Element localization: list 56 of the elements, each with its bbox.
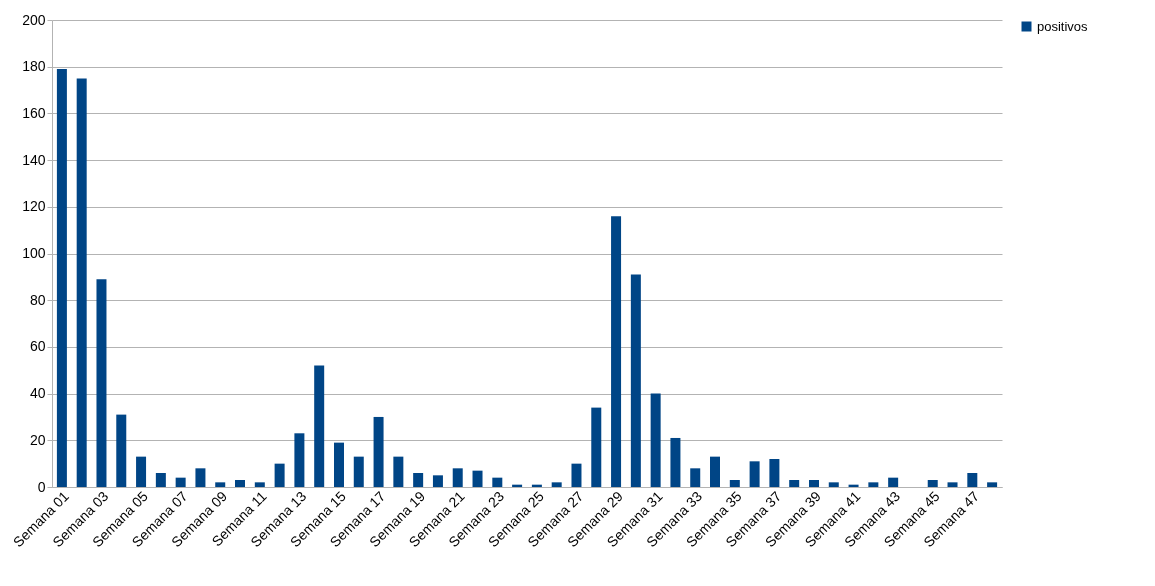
bar [314, 365, 325, 487]
bar [333, 442, 344, 487]
bar [235, 480, 246, 487]
bar [828, 482, 839, 487]
bar [729, 480, 740, 487]
bar [670, 437, 681, 487]
bar [571, 463, 582, 487]
bar [630, 274, 641, 487]
bar [136, 456, 147, 487]
bar [96, 279, 107, 487]
y-tick-label: 120 [22, 198, 46, 215]
bar [215, 482, 226, 487]
y-tick-label: 0 [37, 478, 46, 495]
legend-label: positivos [1037, 18, 1089, 34]
y-tick-label: 80 [29, 291, 46, 308]
bar [195, 468, 206, 487]
y-tick-label: 180 [22, 58, 46, 75]
bar [611, 216, 622, 487]
y-tick-label: 160 [22, 104, 46, 121]
bar [888, 477, 899, 487]
bar [492, 477, 503, 487]
bar [175, 477, 186, 487]
bar [650, 393, 661, 487]
bar [413, 472, 424, 487]
bar [690, 468, 701, 487]
bar [551, 482, 562, 487]
y-tick-label: 60 [29, 338, 46, 355]
bar [769, 458, 780, 487]
bar [116, 414, 127, 487]
y-tick-label: 20 [29, 431, 46, 448]
bar [393, 456, 404, 487]
bar [254, 482, 265, 487]
bar [274, 463, 285, 487]
bar [452, 468, 463, 487]
bar [76, 78, 87, 487]
bar [432, 475, 443, 487]
bar [710, 456, 721, 487]
bar [808, 480, 819, 487]
bar [472, 470, 483, 487]
y-tick-label: 100 [22, 245, 46, 261]
bar [927, 480, 938, 487]
bar [868, 482, 879, 487]
bar [591, 407, 602, 487]
bar [987, 482, 998, 487]
bar [789, 480, 800, 487]
y-tick-label: 200 [22, 11, 46, 28]
bar [294, 433, 305, 487]
bar [967, 472, 978, 487]
bar [155, 472, 166, 487]
y-tick-label: 40 [29, 385, 46, 402]
bar [373, 416, 384, 487]
bar [353, 456, 364, 487]
bar [56, 69, 67, 487]
bar [947, 482, 958, 487]
y-tick-label: 140 [22, 151, 46, 168]
bar [749, 461, 760, 487]
